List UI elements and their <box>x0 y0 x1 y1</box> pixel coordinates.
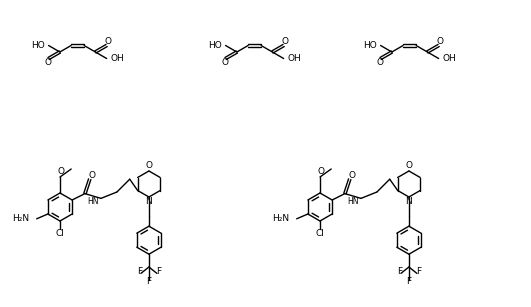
Text: HO: HO <box>363 41 376 50</box>
Text: Cl: Cl <box>315 230 324 239</box>
Text: H₂N: H₂N <box>272 214 290 223</box>
Text: HN: HN <box>87 196 99 205</box>
Text: O: O <box>281 37 288 46</box>
Text: O: O <box>376 58 383 67</box>
Text: O: O <box>88 171 95 180</box>
Text: O: O <box>44 58 51 67</box>
Text: OH: OH <box>288 54 302 63</box>
Text: F: F <box>397 267 402 276</box>
Text: Cl: Cl <box>56 230 64 239</box>
Text: O: O <box>348 171 355 180</box>
Text: N: N <box>406 197 412 207</box>
Text: O: O <box>318 168 324 177</box>
Text: O: O <box>145 161 152 170</box>
Text: F: F <box>406 277 412 286</box>
Text: H₂N: H₂N <box>13 214 30 223</box>
Text: N: N <box>145 197 152 207</box>
Text: HO: HO <box>31 41 45 50</box>
Text: O: O <box>104 37 111 46</box>
Text: HN: HN <box>347 196 358 205</box>
Text: F: F <box>147 277 151 286</box>
Text: O: O <box>221 58 228 67</box>
Text: F: F <box>156 267 161 276</box>
Text: F: F <box>137 267 142 276</box>
Text: F: F <box>416 267 421 276</box>
Text: HO: HO <box>208 41 221 50</box>
Text: O: O <box>436 37 443 46</box>
Text: O: O <box>406 161 413 170</box>
Text: OH: OH <box>110 54 124 63</box>
Text: O: O <box>57 168 64 177</box>
Text: OH: OH <box>443 54 456 63</box>
